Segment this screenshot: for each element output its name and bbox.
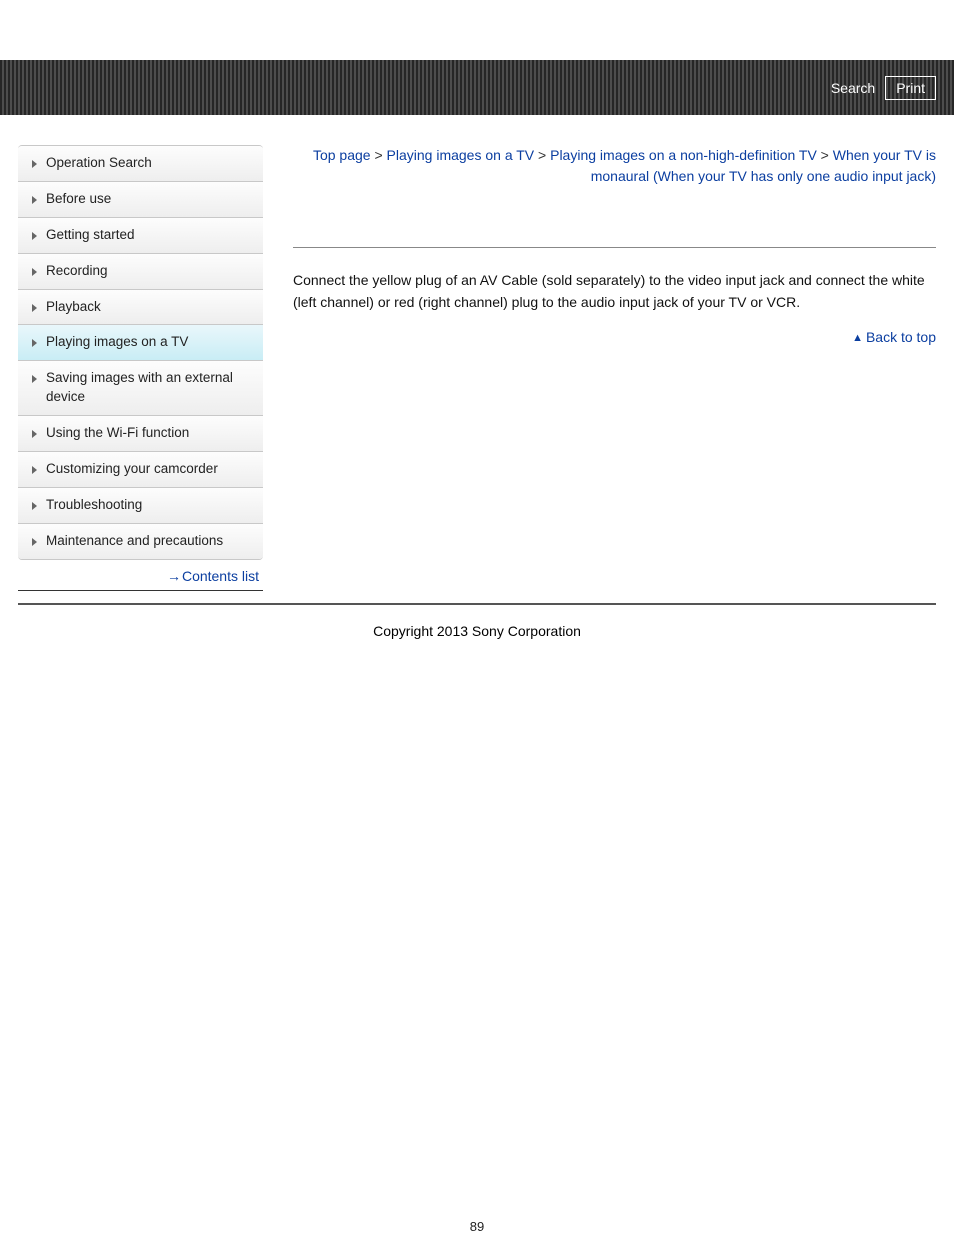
sidebar-item-3[interactable]: Recording [18,254,263,290]
print-button[interactable]: Print [885,76,936,100]
header-band: Search Print [0,60,954,115]
sidebar-item-4[interactable]: Playback [18,290,263,326]
sidebar-list: Operation SearchBefore useGetting starte… [18,145,263,560]
sidebar-item-7[interactable]: Using the Wi-Fi function [18,416,263,452]
arrow-right-icon: → [167,568,179,584]
footer-copyright: Copyright 2013 Sony Corporation [0,623,954,659]
contents-list-row: →Contents list [18,560,263,590]
body-text: Connect the yellow plug of an AV Cable (… [293,270,936,313]
breadcrumb: Top page > Playing images on a TV > Play… [293,145,936,187]
breadcrumb-separator: > [817,147,833,163]
main-content: Top page > Playing images on a TV > Play… [263,145,936,591]
search-link[interactable]: Search [831,80,875,96]
header-actions: Search Print [831,76,936,100]
sidebar-item-2[interactable]: Getting started [18,218,263,254]
breadcrumb-part-0[interactable]: Top page [313,147,371,163]
breadcrumb-part-1[interactable]: Playing images on a TV [387,147,535,163]
triangle-up-icon: ▲ [852,332,863,344]
footer-divider [18,603,936,605]
sidebar-item-1[interactable]: Before use [18,182,263,218]
breadcrumb-separator: > [534,147,550,163]
breadcrumb-separator: > [371,147,387,163]
page-container: Operation SearchBefore useGetting starte… [0,145,954,591]
contents-list-link[interactable]: Contents list [182,568,259,584]
breadcrumb-part-2[interactable]: Playing images on a non-high-definition … [550,147,817,163]
sidebar-item-8[interactable]: Customizing your camcorder [18,452,263,488]
sidebar-item-5[interactable]: Playing images on a TV [18,325,263,361]
sidebar-item-9[interactable]: Troubleshooting [18,488,263,524]
back-to-top-label: Back to top [866,329,936,345]
page-number: 89 [0,1219,954,1234]
section-divider [293,247,936,248]
sidebar-item-0[interactable]: Operation Search [18,146,263,182]
sidebar: Operation SearchBefore useGetting starte… [18,145,263,591]
sidebar-item-6[interactable]: Saving images with an external device [18,361,263,416]
sidebar-divider [18,590,263,591]
sidebar-item-10[interactable]: Maintenance and precautions [18,524,263,559]
back-to-top-link[interactable]: ▲Back to top [293,329,936,345]
